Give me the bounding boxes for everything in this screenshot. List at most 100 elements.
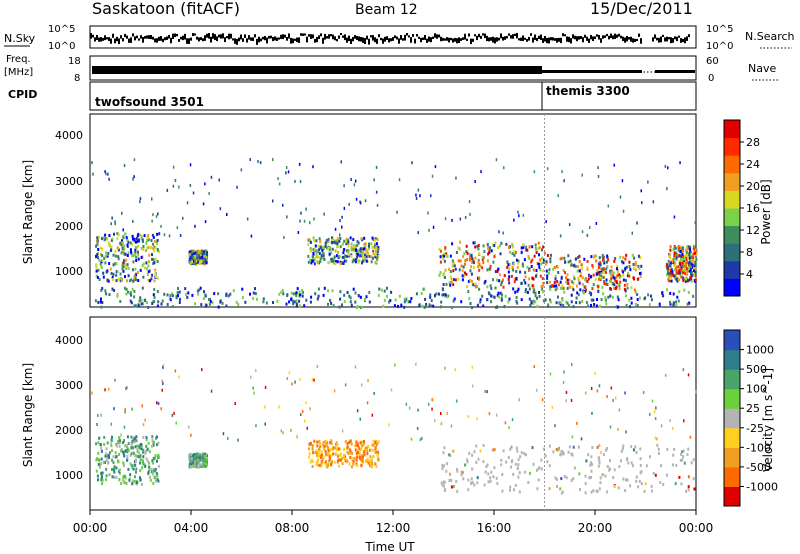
echo-cell: [685, 253, 688, 257]
echo-cell: [188, 457, 191, 461]
echo-cell: [469, 212, 471, 216]
echo-cell: [549, 257, 552, 261]
echo-cell: [622, 270, 624, 274]
echo-cell: [103, 442, 106, 446]
noise-sample: [394, 35, 396, 39]
echo-cell: [486, 243, 489, 247]
echo-cell: [116, 293, 119, 297]
echo-cell: [472, 266, 475, 269]
echo-cell: [572, 281, 575, 285]
echo-cell: [528, 268, 531, 272]
echo-cell: [639, 447, 642, 451]
echo-cell: [601, 253, 604, 257]
echo-cell: [145, 261, 148, 265]
echo-cell: [571, 286, 574, 290]
echo-cell: [341, 303, 343, 307]
echo-cell: [186, 201, 189, 205]
echo-cell: [499, 291, 502, 295]
echo-cell: [498, 244, 501, 248]
echo-cell: [328, 261, 331, 264]
echo-cell: [493, 448, 496, 452]
noise-sample: [486, 35, 488, 42]
echo-cell: [559, 453, 562, 457]
echo-cell: [693, 264, 696, 268]
echo-cell: [506, 260, 509, 264]
echo-cell: [559, 301, 562, 304]
noise-sample: [164, 37, 166, 41]
echo-cell: [409, 300, 412, 304]
echo-cell: [585, 459, 588, 463]
echo-cell: [500, 298, 503, 302]
echo-cell: [658, 302, 661, 306]
echo-cell: [531, 284, 534, 288]
echo-cell: [126, 243, 129, 247]
echo-cell: [547, 303, 550, 307]
echo-cell: [372, 443, 375, 447]
echo-cell: [544, 298, 547, 302]
echo-cell: [122, 261, 125, 265]
echo-cell: [683, 269, 686, 272]
echo-cell: [115, 466, 118, 470]
echo-cell: [189, 250, 191, 254]
echo-cell: [98, 436, 101, 440]
colorbar-tick-label: 28: [746, 136, 760, 149]
echo-cell: [364, 253, 367, 257]
echo-cell: [572, 305, 575, 309]
noise-sample: [680, 38, 682, 43]
echo-cell: [606, 283, 609, 286]
echo-cell: [581, 283, 584, 286]
echo-cell: [517, 259, 520, 263]
echo-cell: [666, 264, 669, 268]
echo-cell: [124, 258, 127, 262]
echo-cell: [465, 272, 468, 276]
echo-cell: [353, 258, 356, 262]
echo-cell: [121, 211, 123, 215]
echo-cell: [651, 399, 654, 403]
echo-cell: [635, 479, 638, 483]
echo-cell: [467, 478, 470, 482]
echo-cell: [680, 273, 683, 277]
echo-cell: [597, 262, 600, 266]
echo-cell: [101, 247, 104, 251]
echo-cell: [442, 257, 444, 261]
echo-cell: [129, 248, 132, 252]
echo-cell: [533, 170, 536, 174]
echo-cell: [331, 257, 334, 261]
echo-cell: [537, 478, 540, 482]
echo-cell: [678, 270, 681, 274]
echo-cell: [595, 259, 598, 263]
echo-cell: [448, 267, 451, 271]
noise-sample: [142, 36, 144, 43]
echo-cell: [516, 467, 519, 470]
echo-cell: [528, 277, 531, 281]
echo-cell: [672, 463, 674, 467]
echo-cell: [488, 267, 491, 271]
echo-cell: [123, 464, 126, 468]
echo-cell: [334, 446, 337, 450]
echo-cell: [362, 259, 365, 263]
noise-sample: [172, 33, 174, 39]
power-y-axis-label: Slant Range [km]: [21, 160, 35, 264]
echo-cell: [121, 247, 124, 251]
echo-cell: [154, 469, 157, 473]
echo-cell: [604, 298, 607, 302]
echo-cell: [608, 279, 611, 283]
echo-cell: [374, 237, 377, 240]
echo-cell: [203, 455, 206, 459]
echo-cell: [199, 249, 202, 253]
echo-cell: [125, 287, 128, 291]
echo-cell: [319, 463, 322, 467]
echo-cell: [371, 245, 374, 249]
noise-sample: [114, 38, 116, 44]
echo-cell: [149, 478, 152, 482]
noise-sample: [652, 37, 654, 42]
echo-cell: [297, 231, 300, 234]
echo-cell: [323, 447, 326, 451]
echo-cell: [256, 297, 258, 301]
echo-cell: [506, 265, 509, 269]
echo-cell: [534, 294, 537, 298]
echo-cell: [591, 462, 593, 466]
echo-cell: [555, 448, 558, 451]
noise-sample: [266, 37, 268, 44]
echo-cell: [188, 257, 191, 261]
